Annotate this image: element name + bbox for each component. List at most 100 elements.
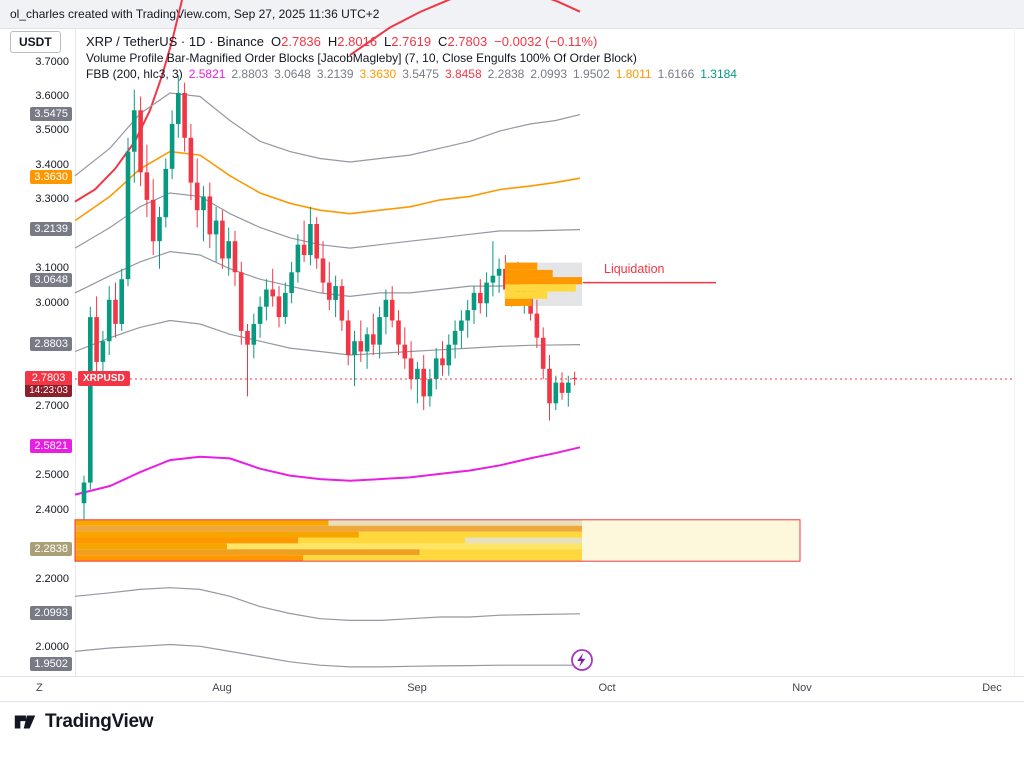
candle-body (339, 286, 345, 321)
time-axis-label-oct[interactable]: Oct (598, 682, 616, 694)
candle-body (125, 151, 131, 280)
candle-body (553, 382, 559, 404)
fbb-upper-3.8458 (349, 0, 581, 56)
volume-profile-bar (75, 549, 420, 556)
candle-body (238, 272, 244, 331)
candle-body (389, 299, 395, 321)
volume-profile-bar (505, 298, 532, 307)
price-axis-badge: 3.3630 (30, 170, 72, 184)
volume-profile-bar (358, 531, 582, 538)
candle-body (157, 217, 162, 242)
time-axis-label-sep[interactable]: Sep (407, 682, 427, 694)
fbb-indicator-name[interactable]: FBB (200, hlc3, 3) (86, 67, 183, 81)
price-axis-badge: 3.2139 (30, 222, 72, 236)
price-axis-badge: 2.2838 (30, 542, 72, 556)
price-axis-label: 2.0000 (35, 641, 69, 653)
candle-body (446, 344, 452, 366)
candle-body (358, 341, 364, 352)
price-axis-divider (75, 28, 76, 676)
ohlc-l: L2.7619 (384, 34, 432, 49)
fbb-value: 1.6166 (657, 67, 695, 81)
tradingview-logo-icon (14, 715, 36, 729)
fbb-value: 2.5821 (188, 67, 226, 81)
fbb-indicator-values: 2.5821 2.8803 3.0648 3.2139 3.3630 3.5475 3.84… (183, 67, 737, 81)
candle-body (264, 289, 269, 307)
volume-profile-bar (419, 549, 582, 556)
symbol-row[interactable]: XRP / TetherUS · 1D · Binance O2.7836 H2.8… (86, 34, 737, 50)
candle-body (352, 341, 357, 355)
footer-brand[interactable]: TradingView (12, 709, 154, 735)
price-axis-label: 3.1000 (35, 262, 69, 274)
price-axis-label: 2.2000 (35, 573, 69, 585)
volume-profile-bar (75, 525, 582, 532)
volume-profile-bar (328, 519, 582, 526)
candle-body (113, 299, 118, 324)
candle-body (138, 110, 143, 173)
candle-body (547, 368, 552, 404)
indicator-row-fbb[interactable]: FBB (200, hlc3, 3) 2.5821 2.8803 3.0648 3.21… (86, 66, 737, 82)
candle-body (478, 292, 483, 304)
volume-profile-bar (75, 555, 304, 562)
candle-body (327, 282, 332, 300)
candle-body (572, 377, 577, 379)
time-axis-label-nov[interactable]: Nov (792, 682, 812, 694)
volume-profile-bar (303, 555, 582, 562)
candle-body (471, 292, 477, 311)
candle-body (433, 358, 439, 380)
time-axis-strip[interactable] (0, 676, 1024, 702)
candle-body (402, 344, 408, 359)
symbol-price-tag: XRPUSD (78, 371, 130, 386)
symbol-title[interactable]: XRP / TetherUS · 1D · Binance (86, 34, 264, 49)
time-axis-label-dec[interactable]: Dec (982, 682, 1002, 694)
current-price-badge: 2.7803 14:23:03 (25, 371, 72, 397)
price-axis-label: 2.7000 (35, 400, 69, 412)
current-price-value: 2.7803 (25, 371, 72, 385)
volume-profile-bar (505, 291, 548, 299)
lightning-marker-icon[interactable] (570, 648, 594, 677)
candle-body (301, 244, 307, 255)
candle-body (377, 317, 382, 345)
candle-body (201, 196, 206, 211)
timezone-button[interactable]: Z (36, 682, 43, 694)
price-axis[interactable]: 3.7000 3.6000 3.5000 3.4000 3.3000 3.1000 3.00… (0, 0, 75, 758)
liquidation-annotation-label[interactable]: Liquidation (604, 262, 665, 276)
candle-body (459, 320, 464, 331)
candle-body (427, 379, 433, 397)
candle-body (163, 168, 169, 218)
candle-body (440, 358, 445, 366)
price-axis-badge: 1.9502 (30, 657, 72, 671)
candle-body (188, 137, 194, 183)
currency-toggle-button[interactable]: USDT (10, 31, 61, 53)
indicator-row-volume-profile[interactable]: Volume Profile Bar-Magnified Order Block… (86, 51, 637, 65)
candle-body (100, 341, 106, 362)
price-axis-badge: 3.0648 (30, 273, 72, 287)
fbb-2.8803 (74, 319, 581, 356)
candle-body (194, 182, 200, 211)
fbb-value: 1.9502 (573, 67, 610, 81)
candle-body (534, 313, 540, 338)
price-axis-label: 3.5000 (35, 124, 69, 136)
fbb-value: 2.0993 (530, 67, 568, 81)
fbb-3.3630 (74, 150, 581, 222)
candle-body (213, 220, 219, 235)
candle-body (226, 241, 231, 259)
fbb-value: 1.8011 (615, 67, 652, 81)
fbb-value: 3.5475 (402, 67, 439, 81)
candle-body (465, 310, 470, 321)
candle-body (396, 320, 401, 345)
candle-body (566, 382, 571, 393)
fbb-value: 3.2139 (316, 67, 354, 81)
candle-body (408, 358, 414, 380)
price-axis-label: 3.7000 (35, 56, 69, 68)
candle-body (289, 272, 294, 293)
time-axis-label-aug[interactable]: Aug (212, 682, 232, 694)
candle-body (132, 110, 137, 152)
candle-body (283, 292, 288, 317)
volume-profile-bar (298, 537, 466, 544)
price-axis-label: 3.3000 (35, 193, 69, 205)
fbb-basis-2.5821 (74, 446, 581, 496)
price-axis-badge: 3.5475 (30, 107, 72, 121)
candle-body (176, 93, 181, 124)
